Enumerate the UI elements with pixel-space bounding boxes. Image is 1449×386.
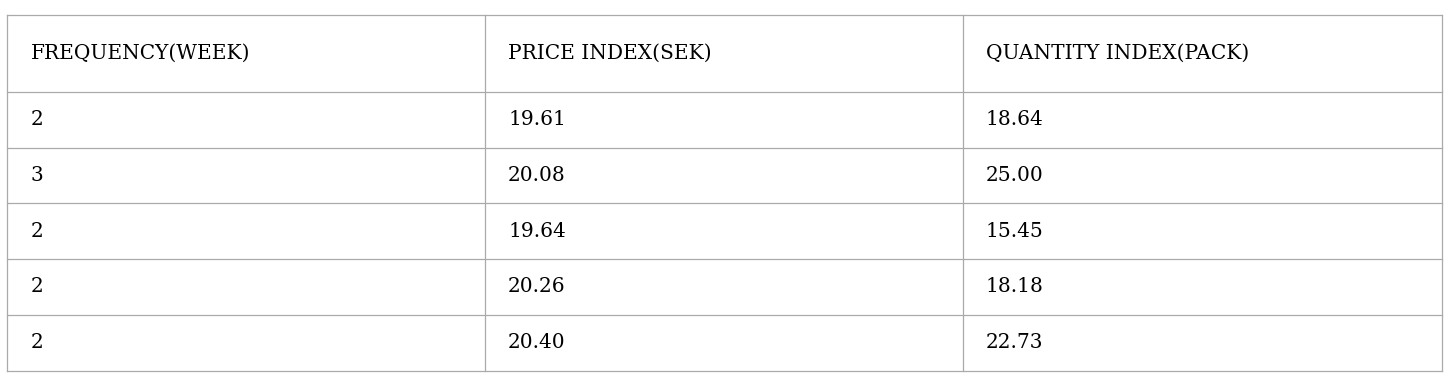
Text: 22.73: 22.73 bbox=[985, 333, 1043, 352]
Text: 2: 2 bbox=[30, 110, 43, 129]
Text: 3: 3 bbox=[30, 166, 43, 185]
Text: 25.00: 25.00 bbox=[985, 166, 1043, 185]
Text: 18.18: 18.18 bbox=[985, 278, 1043, 296]
Text: 2: 2 bbox=[30, 333, 43, 352]
Text: 19.64: 19.64 bbox=[509, 222, 567, 241]
Text: 20.26: 20.26 bbox=[509, 278, 565, 296]
Text: 2: 2 bbox=[30, 222, 43, 241]
Text: 15.45: 15.45 bbox=[985, 222, 1043, 241]
Text: FREQUENCY(WEEK): FREQUENCY(WEEK) bbox=[30, 44, 249, 63]
Text: 20.08: 20.08 bbox=[509, 166, 567, 185]
Text: 2: 2 bbox=[30, 278, 43, 296]
Text: PRICE INDEX(SEK): PRICE INDEX(SEK) bbox=[509, 44, 711, 63]
Text: 20.40: 20.40 bbox=[509, 333, 565, 352]
Text: QUANTITY INDEX(PACK): QUANTITY INDEX(PACK) bbox=[985, 44, 1249, 63]
Text: 18.64: 18.64 bbox=[985, 110, 1043, 129]
Text: 19.61: 19.61 bbox=[509, 110, 567, 129]
